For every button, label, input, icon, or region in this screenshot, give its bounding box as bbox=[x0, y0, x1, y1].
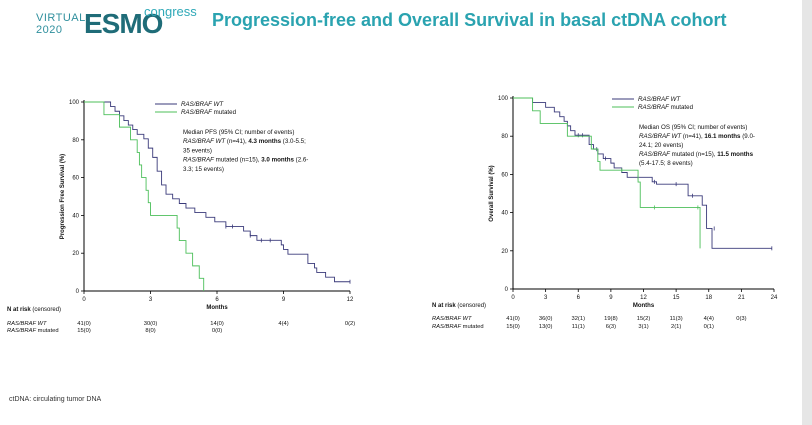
os-risk-cell: 3(1) bbox=[638, 324, 648, 330]
pfs-xtick-label: 0 bbox=[82, 297, 86, 303]
pfs-ytick-label: 100 bbox=[69, 100, 80, 106]
os-series-line-mutated bbox=[513, 97, 701, 249]
os-series-line-wt bbox=[513, 97, 772, 249]
os-ytick-label: 60 bbox=[501, 172, 508, 178]
os-risk-cell: 6(3) bbox=[606, 324, 616, 330]
pfs-risk-cell: 30(0) bbox=[144, 321, 158, 327]
pfs-risk-cell: 8(0) bbox=[145, 328, 155, 334]
os-ytick-label: 0 bbox=[505, 287, 509, 293]
pfs-annotation-wt: RAS/BRAF WT (n=41), 4.3 months (3.0-5.5; bbox=[183, 138, 306, 145]
pfs-ytick-label: 40 bbox=[72, 213, 79, 219]
pfs-annotation-header: Median PFS (95% CI; number of events) bbox=[183, 129, 294, 136]
pfs-risk-cell: 0(2) bbox=[345, 321, 355, 327]
pfs-xtick-label: 9 bbox=[282, 297, 286, 303]
os-risk-cell: 0(1) bbox=[704, 324, 714, 330]
os-annotation-mutated: RAS/BRAF mutated (n=15), 11.5 months bbox=[639, 151, 754, 158]
os-risk-cell: 2(1) bbox=[671, 324, 681, 330]
os-annotation-mutated-ci: (5.4-17.5; 8 events) bbox=[639, 160, 693, 167]
os-annotation-wt: RAS/BRAF WT (n=41), 16.1 months (9.0- bbox=[639, 133, 755, 140]
pfs-ytick-label: 80 bbox=[72, 138, 79, 144]
os-ytick-label: 100 bbox=[498, 96, 509, 102]
os-ytick-label: 80 bbox=[501, 134, 508, 140]
os-xtick-label: 18 bbox=[705, 295, 712, 301]
pfs-risk-cell: 41(0) bbox=[77, 321, 91, 327]
pfs-series-line-mutated bbox=[84, 101, 205, 291]
os-risk-cell: 4(4) bbox=[704, 316, 714, 322]
logo-year-text: 2020 bbox=[36, 24, 63, 36]
pfs-risk-cell: 14(0) bbox=[210, 321, 224, 327]
footnote: ctDNA: circulating tumor DNA bbox=[9, 396, 102, 403]
os-risk-cell: 41(0) bbox=[506, 316, 520, 322]
pfs-series-line-wt bbox=[84, 101, 350, 283]
os-risk-header: N at risk (censored) bbox=[432, 303, 486, 309]
os-risk-cell: 15(0) bbox=[506, 324, 520, 330]
pfs-legend-label: RAS/BRAF mutated bbox=[181, 109, 237, 116]
os-risk-cell: 13(0) bbox=[539, 324, 553, 330]
os-xtick-label: 0 bbox=[511, 295, 515, 301]
pfs-annotation-wt-ci: 35 events) bbox=[183, 147, 212, 154]
os-risk-cell: 15(2) bbox=[637, 316, 651, 322]
window-edge bbox=[802, 0, 812, 425]
pfs-chart: 0 20 40 60 80 100 0 3 6 9 12 Progression Free Survi… bbox=[7, 100, 355, 334]
esmo-logo: VIRTUAL 2020 ESMO congress bbox=[36, 4, 200, 40]
pfs-risk-row-label: RAS/BRAF WT bbox=[7, 321, 47, 327]
os-xtick-label: 6 bbox=[577, 295, 581, 301]
os-risk-cell: 19(8) bbox=[604, 316, 618, 322]
os-risk-cell: 11(1) bbox=[572, 324, 585, 330]
os-annotation-header: Median OS (95% CI; number of events) bbox=[639, 124, 747, 131]
pfs-ytick-label: 60 bbox=[72, 176, 79, 182]
os-risk-cell: 0(3) bbox=[736, 316, 746, 322]
os-risk-cell: 11(3) bbox=[670, 316, 683, 322]
os-chart: 0 20 40 60 80 100 0 3 6 9 12 15 18 21 24 Overall Surviv… bbox=[432, 96, 778, 330]
pfs-ylabel: Progression Free Survival (%) bbox=[60, 154, 66, 239]
pfs-risk-cell: 0(0) bbox=[212, 328, 222, 334]
os-annotation-wt-ci: 24.1; 20 events) bbox=[639, 142, 683, 149]
pfs-xtick-label: 6 bbox=[215, 297, 219, 303]
pfs-ytick-label: 0 bbox=[76, 289, 80, 295]
os-risk-cell: 32(1) bbox=[571, 316, 585, 322]
slide-title: Progression-free and Overall Survival in… bbox=[212, 10, 727, 30]
os-xtick-label: 3 bbox=[544, 295, 548, 301]
os-xtick-label: 21 bbox=[738, 295, 745, 301]
os-legend-label: RAS/BRAF WT bbox=[638, 96, 681, 103]
os-xtick-label: 12 bbox=[640, 295, 647, 301]
os-legend-label: RAS/BRAF mutated bbox=[638, 104, 694, 111]
pfs-legend-label: RAS/BRAF WT bbox=[181, 101, 224, 108]
pfs-annotation-mutated: RAS/BRAF mutated (n=15), 3.0 months (2.6… bbox=[183, 157, 308, 164]
pfs-ytick-label: 20 bbox=[72, 251, 79, 257]
os-risk-cell: 36(0) bbox=[539, 316, 553, 322]
os-xtick-label: 9 bbox=[609, 295, 613, 301]
pfs-risk-cell: 4(4) bbox=[278, 321, 288, 327]
pfs-risk-cell: 15(0) bbox=[77, 328, 91, 334]
pfs-risk-row-label: RAS/BRAF mutated bbox=[7, 328, 59, 334]
logo-congress-text: congress bbox=[144, 4, 197, 19]
os-xtick-label: 24 bbox=[771, 295, 778, 301]
pfs-xlabel: Months bbox=[206, 305, 228, 311]
os-risk-row-label: RAS/BRAF mutated bbox=[432, 324, 484, 330]
pfs-xtick-label: 3 bbox=[149, 297, 153, 303]
pfs-xtick-label: 12 bbox=[347, 297, 354, 303]
os-ytick-label: 40 bbox=[501, 211, 508, 217]
os-risk-row-label: RAS/BRAF WT bbox=[432, 316, 472, 322]
os-xlabel: Months bbox=[633, 303, 655, 309]
os-ylabel: Overall Survival (%) bbox=[489, 165, 495, 221]
pfs-annotation-mutated-ci: 3.3; 15 events) bbox=[183, 166, 224, 173]
pfs-risk-header: N at risk (censored) bbox=[7, 307, 61, 313]
os-ytick-label: 20 bbox=[501, 249, 508, 255]
os-xtick-label: 15 bbox=[673, 295, 680, 301]
logo-brand-text: ESMO bbox=[84, 8, 163, 39]
logo-virtual-text: VIRTUAL bbox=[36, 12, 86, 24]
